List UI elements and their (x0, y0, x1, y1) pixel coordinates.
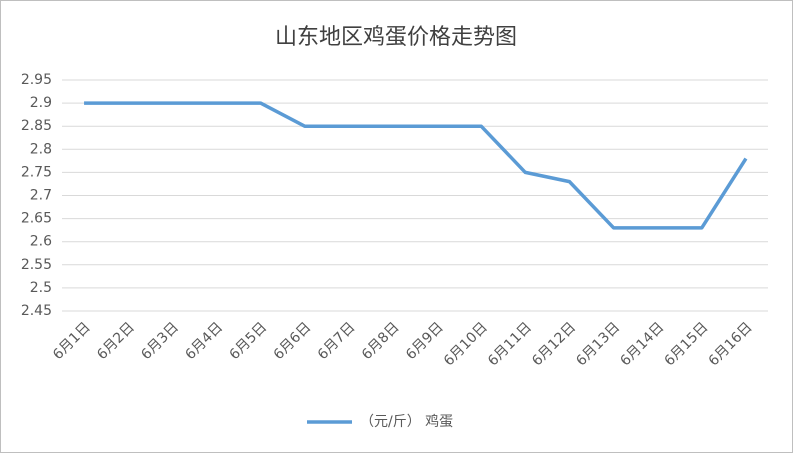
y-tick-label: 2.65 (21, 211, 52, 227)
y-tick-label: 2.6 (30, 234, 52, 250)
y-tick-label: 2.55 (21, 257, 52, 273)
y-tick-label: 2.95 (21, 72, 52, 88)
y-tick-label: 2.75 (21, 164, 52, 180)
y-tick-label: 2.7 (30, 188, 52, 204)
y-tick-label: 2.85 (21, 118, 52, 134)
y-tick-label: 2.45 (21, 303, 52, 319)
chart-title: 山东地区鸡蛋价格走势图 (275, 25, 517, 50)
legend-label: （元/斤） 鸡蛋 (360, 413, 453, 430)
y-tick-label: 2.8 (30, 141, 52, 157)
y-tick-label: 2.5 (30, 280, 52, 296)
y-tick-label: 2.9 (30, 95, 52, 111)
line (84, 101, 748, 230)
